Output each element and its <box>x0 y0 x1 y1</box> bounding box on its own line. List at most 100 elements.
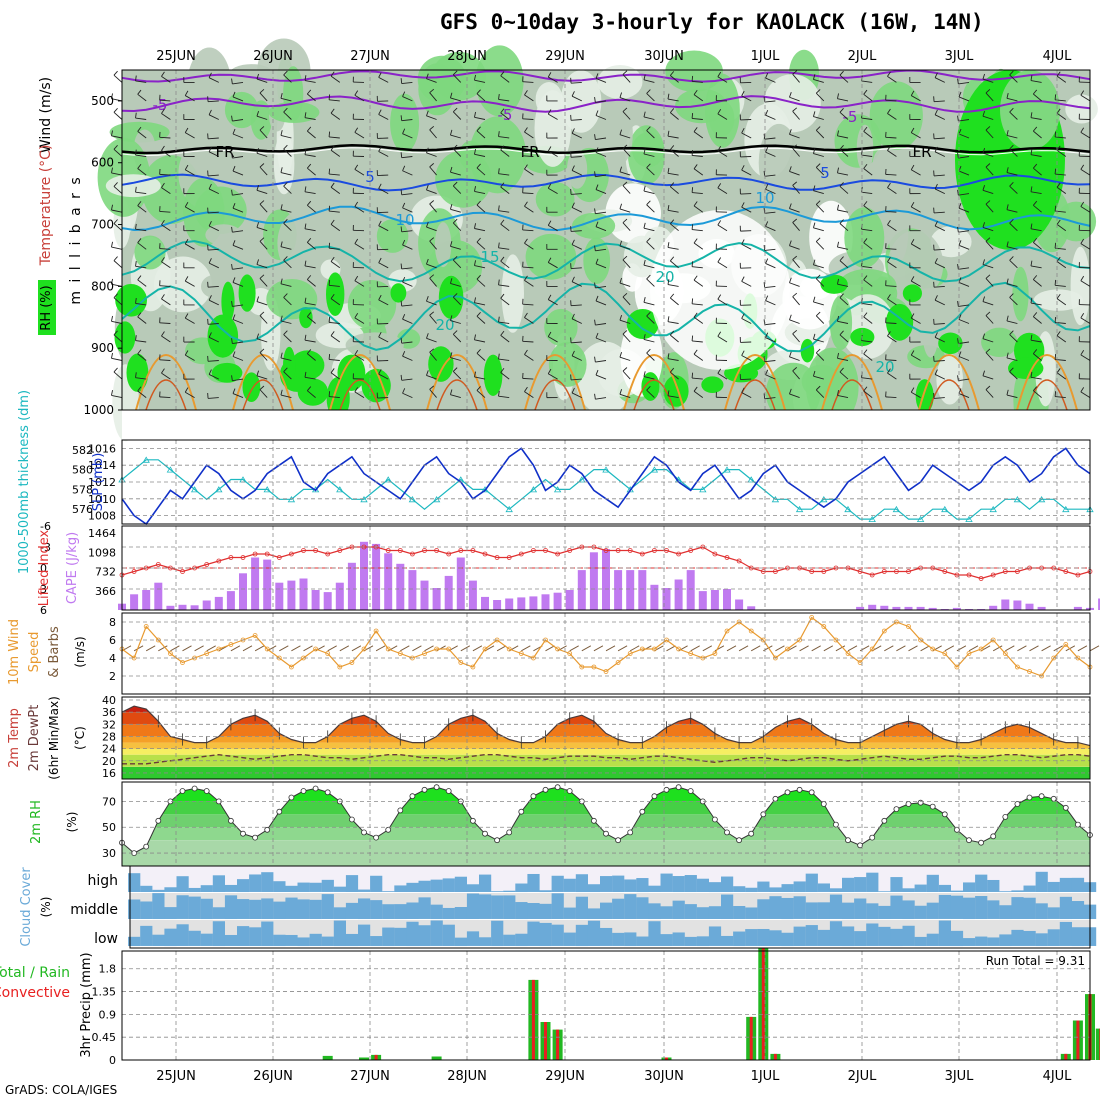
barb-shaft <box>717 335 728 343</box>
barb-shaft <box>1006 97 1018 102</box>
barb-shaft <box>765 114 776 120</box>
barb-shaft <box>1079 378 1091 380</box>
wind-barb <box>909 225 921 232</box>
cape-bar <box>529 596 538 610</box>
rh-marker <box>1062 804 1069 811</box>
barb-shaft <box>717 150 728 157</box>
barb-flag <box>887 182 891 188</box>
barb-flag <box>259 200 265 205</box>
barb-flag <box>1009 219 1014 224</box>
barb-shaft <box>958 81 970 85</box>
wind-barb <box>839 219 849 232</box>
slp-tick-label: 1012 <box>88 476 116 489</box>
wind-barb <box>208 258 219 269</box>
barb-shaft <box>329 136 340 139</box>
barb-shaft <box>378 188 389 194</box>
wind-barb <box>207 207 219 214</box>
barb-shaft <box>815 389 825 398</box>
barb-flag <box>570 151 572 158</box>
precip-tick-label: 0 <box>109 1054 116 1067</box>
barb-shaft <box>717 261 728 269</box>
barb-shaft <box>982 375 994 380</box>
cloud-cover-bar <box>842 877 855 893</box>
barb-flag <box>429 125 435 131</box>
barb-shaft <box>256 226 268 232</box>
barb-flag <box>524 312 528 318</box>
barb-flag <box>622 70 628 75</box>
wind-barb <box>1009 330 1018 343</box>
barb-shaft <box>1055 173 1066 176</box>
barb-flag <box>304 297 307 304</box>
barb-flag <box>547 257 552 263</box>
barb-shaft <box>208 374 219 380</box>
lifted-index-marker <box>869 572 875 578</box>
barb-flag <box>643 296 646 303</box>
barb-shaft <box>619 282 631 287</box>
barb-shaft <box>982 152 994 157</box>
barb-flag <box>400 300 403 307</box>
barb-flag <box>934 109 938 116</box>
barb-flag <box>958 351 962 357</box>
wind-barb <box>256 222 268 232</box>
rh-marker <box>978 839 984 846</box>
barb-flag <box>763 170 766 177</box>
barb-flag <box>159 354 161 360</box>
wind-barb <box>957 152 970 159</box>
barb-shaft <box>283 371 292 380</box>
barb-shaft <box>546 174 558 176</box>
barb-flag <box>113 256 118 261</box>
wind-barb <box>524 201 534 213</box>
barb-flag <box>113 145 118 150</box>
barb-shaft <box>259 129 268 139</box>
barb-flag <box>426 147 429 154</box>
barb-flag <box>1056 71 1061 77</box>
barb-shaft <box>232 230 244 233</box>
cape-bar <box>299 578 308 610</box>
barb-flag <box>111 241 113 248</box>
wind-barb <box>450 315 461 324</box>
barb-flag <box>571 239 575 245</box>
wind-speed-marker <box>652 646 657 652</box>
barb-shaft <box>135 117 147 120</box>
barb-shaft <box>622 74 631 83</box>
wind-barb <box>739 114 752 121</box>
barb-flag <box>231 226 233 233</box>
wind-barb <box>595 184 607 195</box>
lifted-index-marker <box>676 551 681 557</box>
barb-shaft <box>839 186 849 194</box>
wind-barb <box>792 218 800 231</box>
wind-barb <box>622 292 631 306</box>
thickness-marker <box>360 496 368 503</box>
wind-barb <box>839 145 849 157</box>
barb-flag <box>259 274 265 279</box>
barb-flag <box>693 386 698 392</box>
barb-shaft <box>619 134 631 139</box>
cloud-cover-bar <box>261 921 274 947</box>
barb-flag <box>546 132 548 139</box>
barb-shaft <box>548 76 558 83</box>
wind-barb <box>304 149 316 157</box>
cloud-cover-bar <box>1035 933 1048 947</box>
barb-flag <box>232 91 236 98</box>
barb-flag <box>232 203 236 209</box>
barb-shaft <box>885 211 897 213</box>
cloud-cover-bar <box>708 882 722 893</box>
barb-shaft <box>813 116 824 120</box>
surface-wind-barb <box>835 645 846 652</box>
cloud-cover-bar <box>600 927 613 946</box>
temp-contour-minus10 <box>121 69 1091 83</box>
barb-shaft <box>377 174 389 176</box>
wind-barb <box>500 367 510 380</box>
barb-flag <box>328 242 331 249</box>
wind-barb <box>452 107 462 120</box>
barb-shaft <box>789 245 800 250</box>
barb-flag <box>280 389 283 396</box>
barb-shaft <box>1079 341 1091 343</box>
cloud-cover-bar <box>950 930 964 947</box>
surface-wind-barb <box>424 645 434 652</box>
barb-flag <box>717 220 722 226</box>
temperature-legend-label: Temperature (°C) <box>38 145 54 267</box>
surface-wind-barb <box>811 645 821 652</box>
barb-shaft <box>429 92 437 102</box>
wind-barb <box>982 259 994 269</box>
